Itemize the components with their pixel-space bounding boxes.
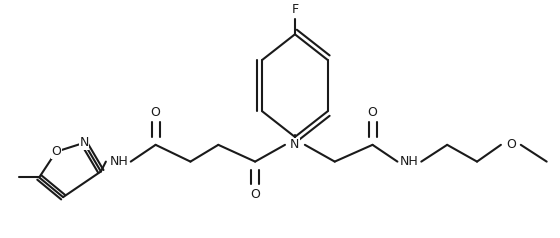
- Text: O: O: [151, 106, 161, 119]
- Text: N: N: [80, 136, 88, 149]
- Text: O: O: [367, 106, 377, 119]
- Text: NH: NH: [109, 155, 128, 168]
- Text: O: O: [250, 188, 260, 201]
- Text: NH: NH: [400, 155, 419, 168]
- Text: O: O: [51, 145, 61, 158]
- Text: F: F: [291, 3, 298, 16]
- Text: O: O: [506, 138, 516, 151]
- Text: N: N: [290, 138, 300, 151]
